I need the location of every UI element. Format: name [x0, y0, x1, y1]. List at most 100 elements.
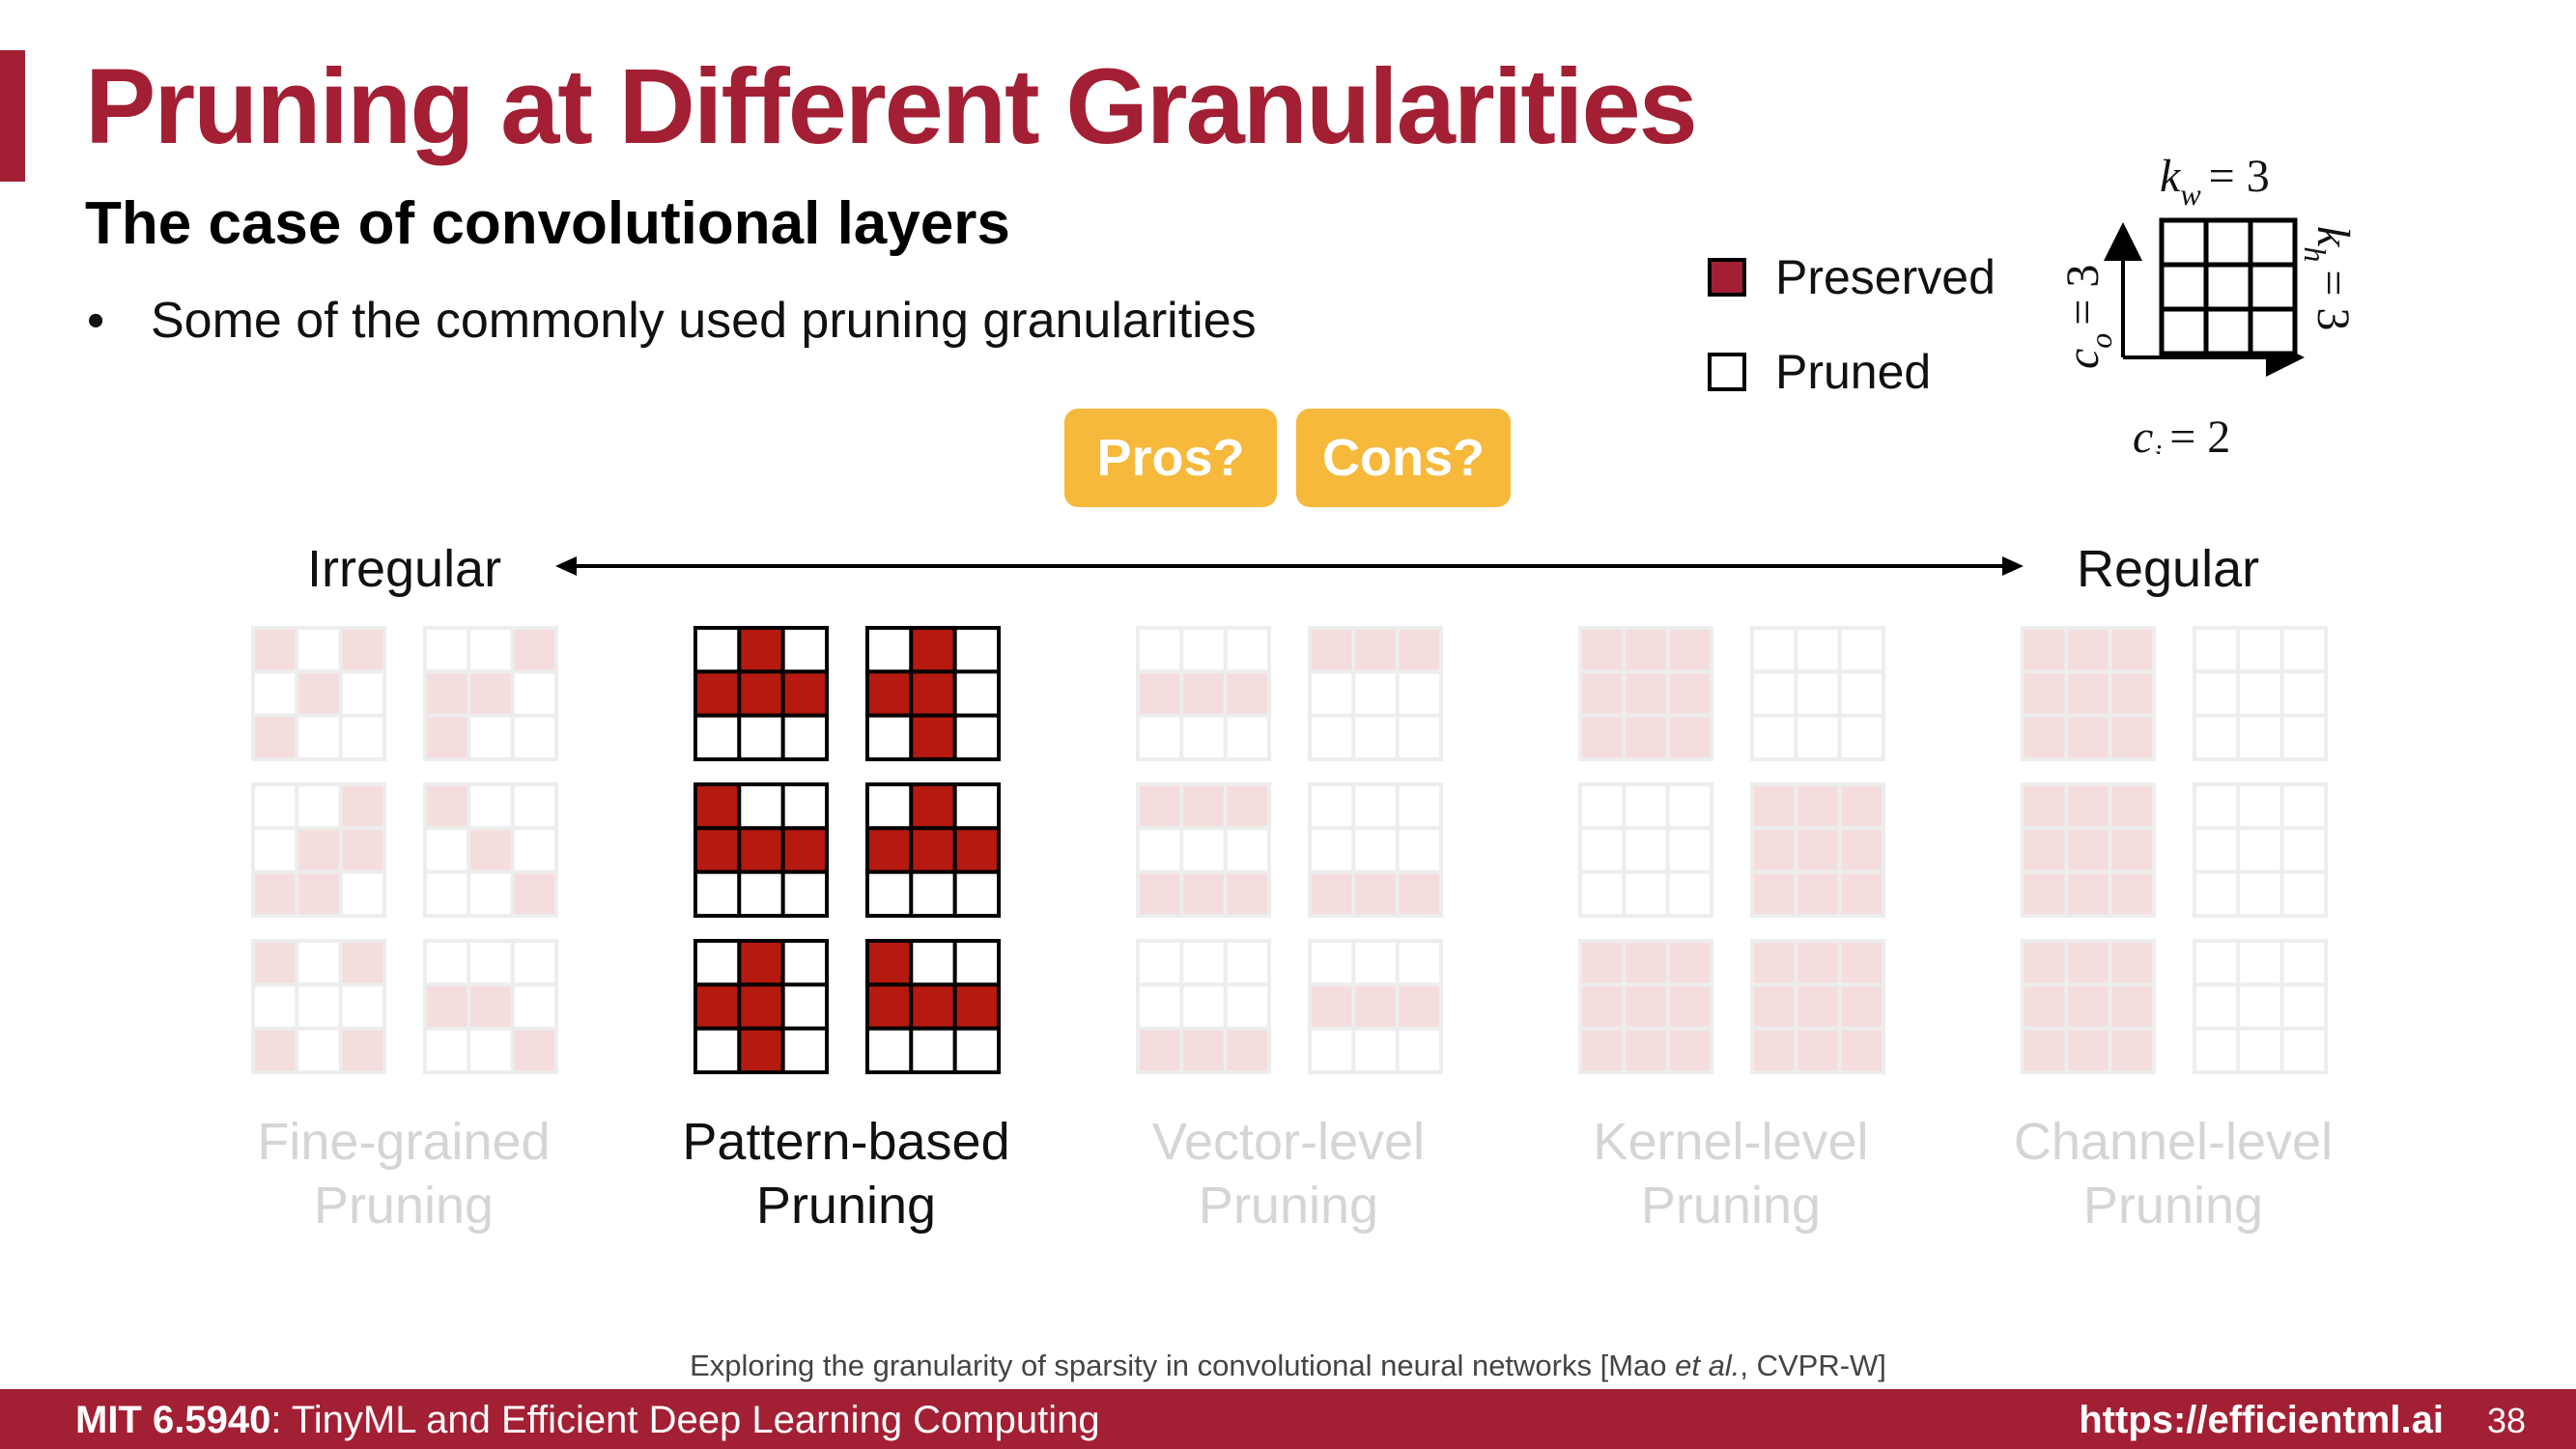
pruned-cell	[2279, 869, 2329, 919]
pruned-cell	[2236, 781, 2284, 831]
pruned-cell	[1307, 826, 1356, 874]
footer-bar: MIT 6.5940: TinyML and Efficient Deep Le…	[0, 1389, 2576, 1449]
bullet-text: Some of the commonly used pruning granul…	[151, 293, 1257, 349]
pruned-cell	[1223, 625, 1272, 674]
preserved-cell	[1837, 781, 1886, 831]
preserved-cell	[1622, 713, 1670, 762]
pruned-cell	[422, 938, 471, 987]
pruned-cell	[1135, 625, 1184, 674]
pruned-cell	[693, 938, 742, 987]
pruned-cell	[1622, 869, 1670, 919]
kernel-grid	[249, 937, 388, 1076]
preserved-cell	[1577, 625, 1627, 674]
preserved-cell	[1665, 713, 1714, 762]
pros-button[interactable]: Pros?	[1064, 409, 1277, 507]
pruned-cell	[2279, 669, 2329, 718]
preserved-cell	[1749, 1026, 1798, 1075]
granularity-label: Vector-level Pruning	[1047, 1111, 1530, 1238]
pruned-cell	[780, 982, 830, 1031]
preserved-cell	[909, 713, 957, 762]
preserved-cell	[510, 625, 559, 674]
pruned-swatch	[1708, 353, 1746, 391]
pruned-cell	[510, 982, 559, 1031]
kernel-grid	[2019, 937, 2158, 1076]
pruned-cell	[864, 869, 914, 919]
pruned-cell	[1223, 982, 1272, 1031]
preserved-cell	[250, 869, 299, 919]
pruned-cell	[2192, 938, 2241, 987]
preserved-cell	[295, 669, 343, 718]
pruned-cell	[1577, 781, 1627, 831]
pruned-cell	[338, 713, 387, 762]
preserved-cell	[467, 982, 515, 1031]
preserved-cell	[1622, 982, 1670, 1031]
preserved-cell	[1223, 669, 1272, 718]
citation-prefix: Exploring the granularity of sparsity in…	[690, 1349, 1676, 1382]
preserved-cell	[2020, 826, 2069, 874]
preserved-cell	[338, 781, 387, 831]
pruned-cell	[737, 781, 785, 831]
pruned-cell	[1135, 713, 1184, 762]
pruned-cell	[467, 1026, 515, 1075]
preserved-cell	[1351, 625, 1400, 674]
preserved-cell	[1179, 781, 1228, 831]
preserved-cell	[2064, 826, 2112, 874]
preserved-cell	[422, 982, 471, 1031]
citation: Exploring the granularity of sparsity in…	[0, 1349, 2576, 1383]
kernel-grid	[863, 624, 1003, 763]
preserved-cell	[2064, 938, 2112, 987]
preserved-cell	[737, 982, 785, 1031]
kernel-grid	[421, 624, 560, 763]
pruned-cell	[1395, 938, 1444, 987]
preserved-cell	[2020, 625, 2069, 674]
pruned-cell	[2236, 669, 2284, 718]
pruned-cell	[952, 781, 1002, 831]
pruned-cell	[2236, 713, 2284, 762]
granularity-label-line1: Kernel-level	[1593, 1113, 1869, 1171]
pruned-cell	[1622, 781, 1670, 831]
granularity-label: Fine-grained Pruning	[162, 1111, 645, 1238]
preserved-cell	[1665, 669, 1714, 718]
preserved-cell	[1179, 669, 1228, 718]
pruned-cell	[780, 781, 830, 831]
pruned-cell	[2192, 781, 2241, 831]
pruned-cell	[250, 982, 299, 1031]
preserved-cell	[1223, 1026, 1272, 1075]
preserved-cell	[693, 781, 742, 831]
granularity-label-line2: Pruning	[1198, 1176, 1379, 1235]
preserved-cell	[2020, 982, 2069, 1031]
pruned-cell	[1223, 938, 1272, 987]
pruned-cell	[1794, 669, 1842, 718]
preserved-cell	[338, 1026, 387, 1075]
pruned-cell	[2192, 869, 2241, 919]
preserved-cell	[1307, 869, 1356, 919]
pruned-cell	[1665, 781, 1714, 831]
pruned-cell	[909, 869, 957, 919]
preserved-cell	[1577, 669, 1627, 718]
pruned-cell	[510, 938, 559, 987]
pruned-cell	[510, 781, 559, 831]
pruned-cell	[295, 982, 343, 1031]
kernel-grid	[2191, 624, 2330, 763]
kernel-grid	[2191, 781, 2330, 920]
granularity-label-line1: Vector-level	[1151, 1113, 1426, 1171]
pruned-cell	[295, 1026, 343, 1075]
footer-url[interactable]: https://efficientml.ai	[2079, 1399, 2444, 1441]
preserved-cell	[2108, 713, 2157, 762]
preserved-cell	[1749, 826, 1798, 874]
pruned-cell	[510, 669, 559, 718]
preserved-swatch	[1708, 258, 1746, 297]
pruned-cell	[2279, 713, 2329, 762]
preserved-cell	[864, 826, 914, 874]
preserved-cell	[1179, 869, 1228, 919]
pruned-cell	[1223, 713, 1272, 762]
pruned-cell	[1351, 938, 1400, 987]
cons-button[interactable]: Cons?	[1296, 409, 1511, 507]
preserved-cell	[1135, 1026, 1184, 1075]
preserved-cell	[1837, 869, 1886, 919]
pruned-cell	[2279, 826, 2329, 874]
footer-course: MIT 6.5940: TinyML and Efficient Deep Le…	[75, 1399, 1100, 1442]
preserved-cell	[1577, 713, 1627, 762]
preserved-cell	[1135, 669, 1184, 718]
pruned-cell	[864, 713, 914, 762]
